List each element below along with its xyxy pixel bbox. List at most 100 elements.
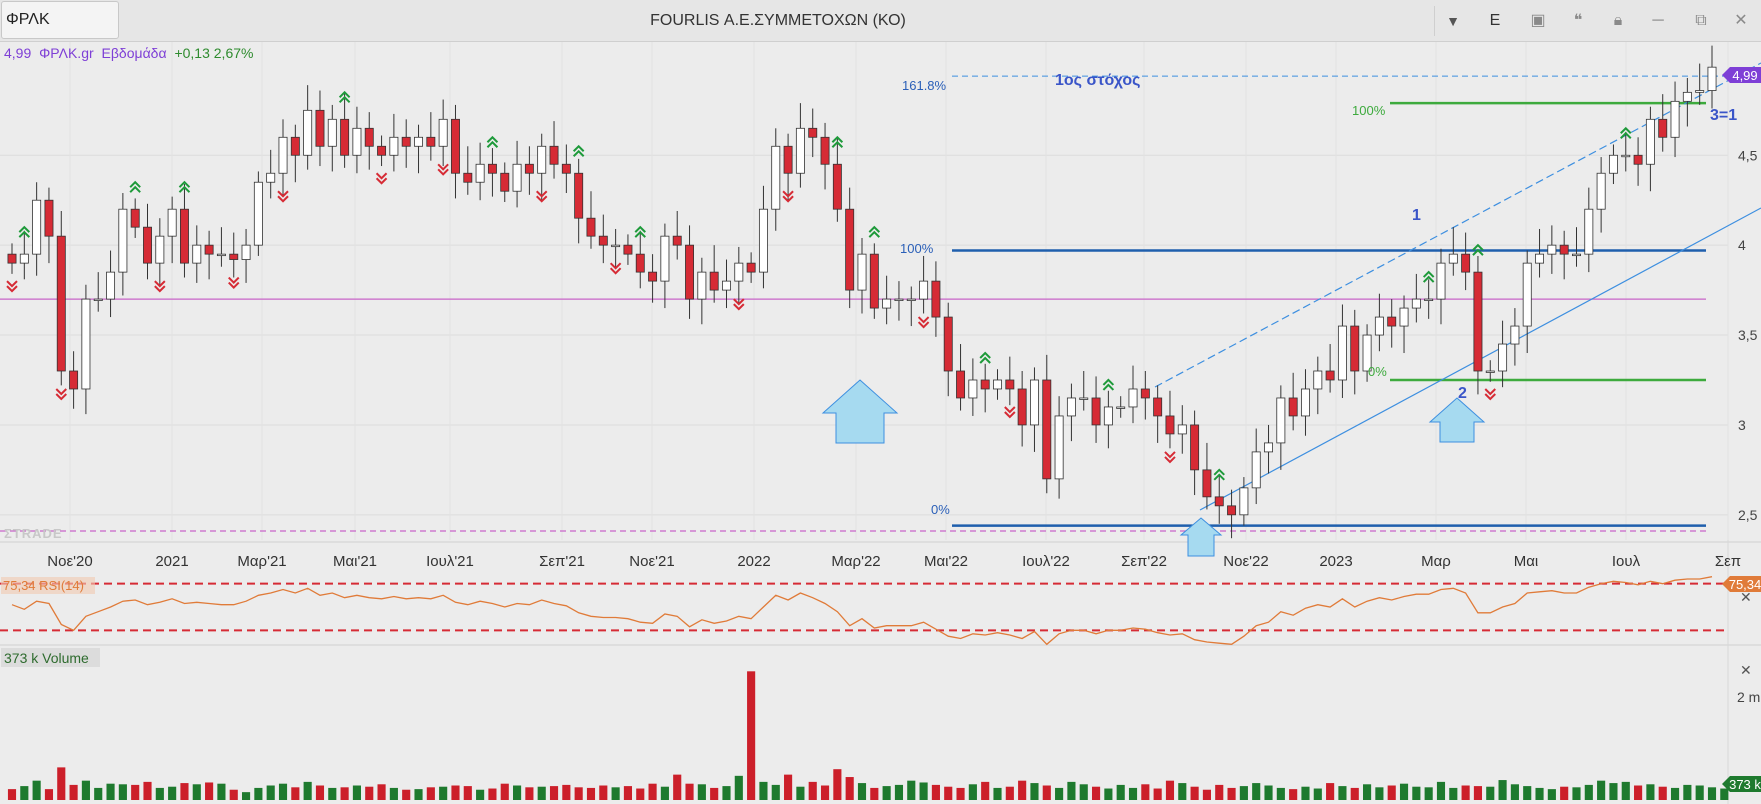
candle-up [758, 208, 768, 273]
volume-bar [254, 787, 263, 800]
panel-icon[interactable]: ▣ [1530, 12, 1546, 29]
volume-bar [981, 781, 990, 800]
volume-bar [1227, 787, 1236, 800]
trough-marker-icon [375, 172, 388, 185]
volume-bar [857, 783, 867, 800]
volume-bar [1510, 784, 1519, 800]
volume-bar [20, 786, 29, 800]
volume-bar [1079, 784, 1088, 800]
x-tick-label: Σεπ'21 [539, 553, 585, 570]
volume-bar [1597, 780, 1606, 800]
candle-up [93, 298, 103, 301]
volume-bar [919, 782, 928, 800]
candle-down [56, 235, 66, 372]
y-tick-label: 4 [1738, 237, 1746, 253]
trough-marker-icon [536, 190, 548, 203]
volume-bar [1461, 785, 1470, 800]
candle-up [1436, 262, 1446, 300]
restore-icon[interactable]: ⧉ [1695, 12, 1707, 29]
candle-up [968, 379, 978, 399]
volume-bar [1128, 787, 1138, 800]
x-tick-label: Μαι [1514, 553, 1539, 570]
volume-bar [426, 787, 435, 800]
volume-bar [685, 783, 694, 800]
candle-down [1091, 397, 1101, 426]
volume-bar [1264, 785, 1273, 800]
candle-down [808, 127, 818, 138]
candle-down [500, 172, 510, 192]
close-icon[interactable]: ✕ [1734, 12, 1748, 29]
volume-bar [1190, 786, 1199, 800]
volume-bar [155, 787, 164, 800]
lock-icon[interactable]: 🔒︎ [1613, 12, 1623, 29]
candle-down [845, 208, 855, 291]
candle-down [648, 271, 658, 282]
candle-up [1251, 451, 1261, 489]
volume-bar [1313, 788, 1322, 800]
trough-marker-icon [277, 190, 289, 203]
candle-down [204, 244, 214, 255]
header-info: 4,99 ΦΡΛΚ.gr Εβδομάδα +0,13 2,67% [4, 45, 253, 61]
wave-label-3: 3=1 [1710, 107, 1737, 124]
x-tick-label: Μαρ'22 [831, 553, 880, 570]
volume-bar [1609, 783, 1618, 800]
candle-up [1313, 370, 1323, 390]
rsi-value-tag: 75,34 [1722, 576, 1761, 592]
close-icon[interactable]: ✕ [1740, 662, 1752, 678]
candle-up [1485, 370, 1495, 373]
volume-bar [439, 786, 448, 800]
volume-bar [833, 769, 842, 800]
candle-up [1362, 334, 1372, 372]
minimize-icon[interactable]: ─ [1652, 12, 1664, 29]
trough-marker-icon [1004, 406, 1016, 419]
symbol-input[interactable]: ΦΡΛΚ [1, 1, 119, 39]
candle-down [598, 235, 608, 246]
volume-bar [784, 774, 793, 800]
candle-down [130, 208, 140, 228]
volume-bar [1634, 785, 1643, 800]
candle-up [1177, 424, 1187, 435]
candle-down [574, 172, 584, 219]
peak-marker-icon [129, 180, 141, 193]
candle-down [1387, 316, 1397, 327]
x-tick-label: 2023 [1319, 553, 1352, 570]
volume-bar [1141, 784, 1150, 800]
volume-bar [352, 785, 361, 800]
candle-up [327, 118, 337, 147]
x-tick-label: Σεπ'22 [1121, 553, 1167, 570]
candle-down [7, 253, 17, 264]
volume-bar [365, 786, 374, 800]
header-source: ΦΡΛΚ.gr [39, 45, 94, 61]
candle-up [1103, 406, 1113, 426]
candle-up [1498, 343, 1508, 372]
volume-bar [870, 787, 879, 800]
trendline-upper[interactable] [1154, 62, 1761, 388]
volume-label-bg [1, 648, 100, 667]
chart-title: FOURLIS Α.Ε.ΣΥΜΜΕΤΟΧΩΝ (ΚΟ) [650, 12, 906, 29]
volume-bar [1005, 786, 1014, 800]
close-icon[interactable]: ✕ [1740, 589, 1752, 605]
chevron-down-icon[interactable]: ▼ [1434, 6, 1471, 36]
volume-bar [1239, 786, 1248, 800]
volume-bar [944, 786, 953, 800]
volume-bar [414, 789, 423, 800]
volume-bar [168, 786, 177, 800]
candle-up [1448, 253, 1458, 264]
e-button[interactable]: E [1489, 12, 1501, 29]
volume-bar [820, 785, 830, 800]
volume-bar [1720, 788, 1729, 800]
candle-up [734, 262, 744, 282]
candle-up [1399, 307, 1409, 327]
candle-down [487, 163, 497, 174]
volume-bar [1670, 787, 1680, 800]
candle-up [19, 253, 29, 264]
volume-bar [315, 785, 325, 800]
candle-up [1695, 90, 1705, 93]
volume-bar [1091, 786, 1101, 800]
volume-bar [1326, 783, 1335, 800]
quote-icon[interactable]: ❝ [1573, 12, 1583, 29]
candle-up [795, 127, 805, 174]
candle-down [931, 280, 941, 318]
candle-down [1473, 271, 1483, 372]
